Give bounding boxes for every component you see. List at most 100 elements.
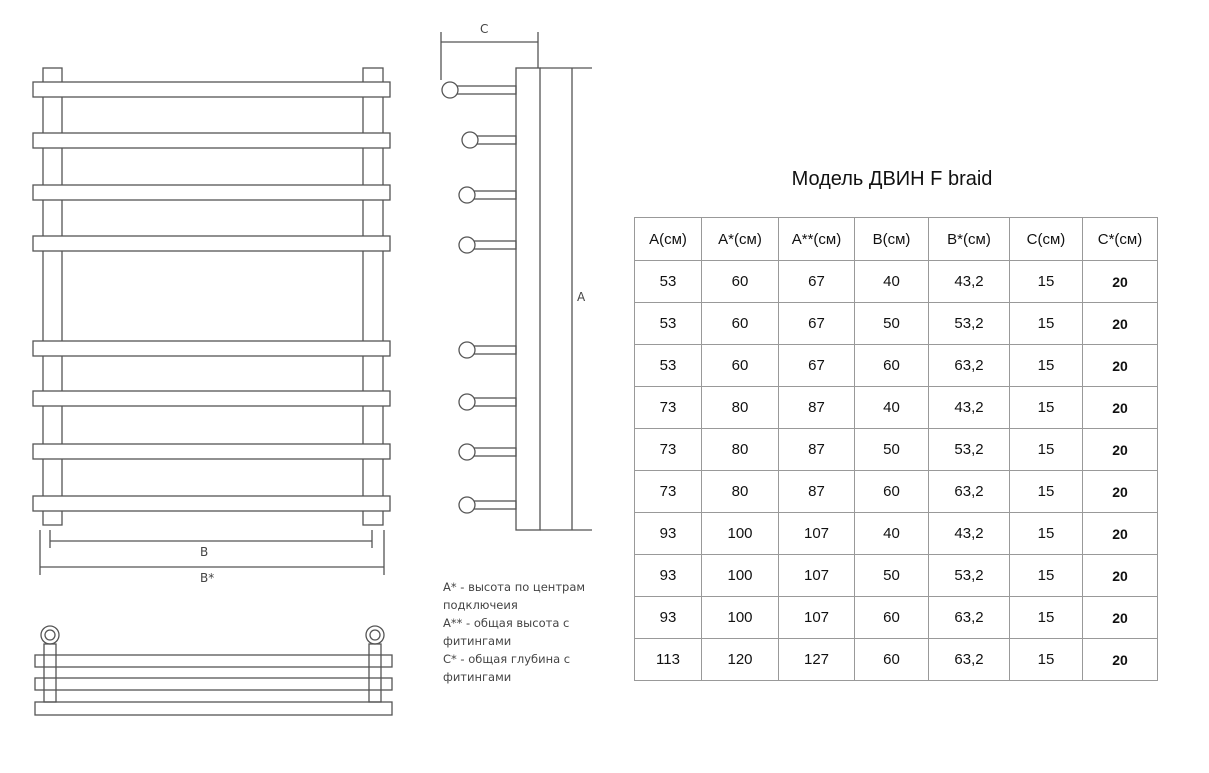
table-cell: 67 (778, 260, 855, 303)
table-cell: 53 (634, 260, 702, 303)
table-cell: 15 (1009, 260, 1083, 303)
bar-end-circle (461, 131, 479, 149)
table-row: 53 60 67 60 63,2 15 20 (634, 344, 1158, 387)
bar-end-circle (458, 236, 476, 254)
table-row: 93 100 107 50 53,2 15 20 (634, 554, 1158, 597)
table-cell: 80 (701, 428, 779, 471)
bar-end-circle (458, 393, 476, 411)
model-title: Модель ДВИН F braid (791, 168, 993, 190)
table-cell: 40 (854, 512, 929, 555)
table-cell: 113 (634, 638, 702, 681)
label-b-star: B* (200, 571, 215, 585)
table-row: 73 80 87 60 63,2 15 20 (634, 470, 1158, 513)
table-cell: 107 (778, 554, 855, 597)
column-header: А(см) (634, 217, 702, 261)
table-cell: 63,2 (928, 638, 1010, 681)
table-cell: 67 (778, 302, 855, 345)
table-cell: 20 (1082, 344, 1158, 387)
front-view (32, 67, 391, 575)
note: C* - общая глубина с фитингами (443, 652, 571, 684)
table-row: 93 100 107 60 63,2 15 20 (634, 596, 1158, 639)
note: A* - высота по центрам подключеия (443, 580, 586, 612)
table-cell: 53 (634, 302, 702, 345)
table-cell: 87 (778, 428, 855, 471)
table-cell: 100 (701, 512, 779, 555)
table-cell: 15 (1009, 428, 1083, 471)
table-cell: 15 (1009, 344, 1083, 387)
table-cell: 20 (1082, 470, 1158, 513)
table-cell: 15 (1009, 386, 1083, 429)
bar-end-circle (441, 81, 459, 99)
table-cell: 15 (1009, 302, 1083, 345)
table-cell: 93 (634, 512, 702, 555)
table-row: 53 60 67 40 43,2 15 20 (634, 260, 1158, 303)
table-row: 73 80 87 50 53,2 15 20 (634, 428, 1158, 471)
table-cell: 80 (701, 470, 779, 513)
towel-bar (32, 495, 391, 512)
table-cell: 73 (634, 428, 702, 471)
label-a: A (577, 290, 586, 304)
table-cell: 120 (701, 638, 779, 681)
table-cell: 63,2 (928, 470, 1010, 513)
table-cell: 15 (1009, 470, 1083, 513)
table-cell: 20 (1082, 386, 1158, 429)
column-header: В(см) (854, 217, 929, 261)
table-cell: 60 (854, 638, 929, 681)
table-cell: 67 (778, 344, 855, 387)
column-header: А**(см) (778, 217, 855, 261)
table-cell: 107 (778, 596, 855, 639)
table-cell: 15 (1009, 554, 1083, 597)
notes: A* - высота по центрам подключеия A** - … (443, 578, 603, 686)
table-cell: 53,2 (928, 428, 1010, 471)
towel-bar (32, 184, 391, 201)
table-cell: 100 (701, 596, 779, 639)
table-cell: 43,2 (928, 386, 1010, 429)
table-cell: 43,2 (928, 260, 1010, 303)
table-cell: 20 (1082, 596, 1158, 639)
table-cell: 40 (854, 386, 929, 429)
table-row: 53 60 67 50 53,2 15 20 (634, 302, 1158, 345)
table-cell: 87 (778, 386, 855, 429)
table-cell: 15 (1009, 638, 1083, 681)
table-cell: 50 (854, 428, 929, 471)
column-header: С(см) (1009, 217, 1083, 261)
table-row: 113 120 127 60 63,2 15 20 (634, 638, 1158, 681)
table-cell: 20 (1082, 428, 1158, 471)
table-cell: 20 (1082, 554, 1158, 597)
table-cell: 20 (1082, 512, 1158, 555)
table-cell: 93 (634, 554, 702, 597)
table-cell: 80 (701, 386, 779, 429)
table-cell: 15 (1009, 512, 1083, 555)
column-header: С*(см) (1082, 217, 1158, 261)
bar-end-circle (458, 496, 476, 514)
table-cell: 20 (1082, 302, 1158, 345)
table-cell: 50 (854, 302, 929, 345)
table-row: 93 100 107 40 43,2 15 20 (634, 512, 1158, 555)
table-cell: 60 (701, 302, 779, 345)
table-cell: 15 (1009, 596, 1083, 639)
towel-bar (32, 340, 391, 357)
table-cell: 60 (701, 344, 779, 387)
note: A** - общая высота с фитингами (443, 616, 570, 648)
table-cell: 50 (854, 554, 929, 597)
bar-end-circle (458, 341, 476, 359)
table-cell: 20 (1082, 638, 1158, 681)
bar-pin (449, 85, 517, 95)
side-view (440, 32, 592, 531)
table-cell: 127 (778, 638, 855, 681)
towel-bar (32, 81, 391, 98)
table-cell: 60 (854, 596, 929, 639)
label-c: C (480, 22, 489, 36)
column-header: А*(см) (701, 217, 779, 261)
table-cell: 20 (1082, 260, 1158, 303)
table-cell: 73 (634, 386, 702, 429)
table-cell: 63,2 (928, 596, 1010, 639)
towel-bar (32, 235, 391, 252)
towel-bar (32, 443, 391, 460)
table-cell: 73 (634, 470, 702, 513)
dimensions-table: А(см) А*(см) А**(см) В(см) В*(см) С(см) С*(см)… (634, 217, 1158, 681)
bar-end-circle (458, 443, 476, 461)
bar-end-circle (458, 186, 476, 204)
